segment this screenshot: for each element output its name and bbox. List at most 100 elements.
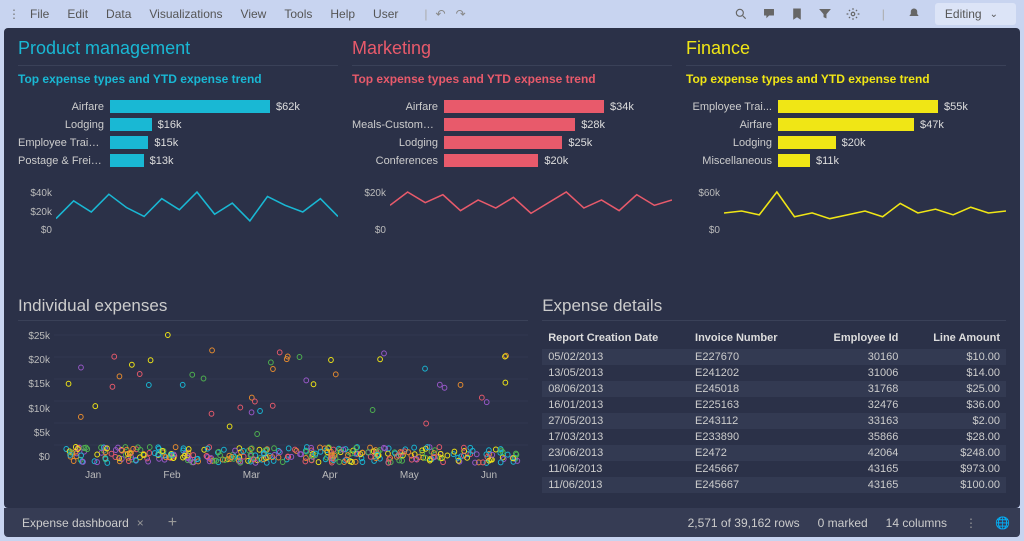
- cell-date: 05/02/2013: [548, 351, 695, 363]
- bar-label: Conferences: [352, 155, 444, 167]
- bar-row[interactable]: Lodging $20k: [686, 134, 1006, 151]
- col-invoice[interactable]: Invoice Number: [695, 332, 808, 344]
- cell-invoice: E245667: [695, 463, 808, 475]
- menu-data[interactable]: Data: [106, 7, 131, 21]
- cell-amount: $248.00: [898, 447, 1000, 459]
- globe-icon[interactable]: 🌐: [995, 516, 1010, 530]
- cell-employee: 30160: [808, 351, 898, 363]
- menu-help[interactable]: Help: [330, 7, 355, 21]
- bar-row[interactable]: Airfare $47k: [686, 116, 1006, 133]
- col-employee[interactable]: Employee Id: [808, 332, 898, 344]
- panel-subtitle: Top expense types and YTD expense trend: [18, 72, 338, 86]
- sparkline[interactable]: [390, 188, 672, 236]
- bar-fill: [110, 100, 270, 113]
- bar-fill: [778, 118, 914, 131]
- bar-fill: [778, 154, 810, 167]
- cell-invoice: E243112: [695, 415, 808, 427]
- col-amount[interactable]: Line Amount: [898, 332, 1000, 344]
- bar-label: Lodging: [686, 137, 778, 149]
- bar-row[interactable]: Airfare $34k: [352, 98, 672, 115]
- panel-title: Product management: [18, 38, 338, 59]
- bar-label: Lodging: [352, 137, 444, 149]
- table-row[interactable]: 16/01/2013 E225163 32476 $36.00: [542, 397, 1006, 413]
- table-row[interactable]: 23/06/2013 E2472 42064 $248.00: [542, 445, 1006, 461]
- cell-amount: $28.00: [898, 431, 1000, 443]
- bar-row[interactable]: Conferences $20k: [352, 152, 672, 169]
- dashboard: Product management Top expense types and…: [4, 28, 1020, 508]
- comment-icon[interactable]: [762, 7, 776, 21]
- bar-chart: Airfare $62k Lodging $16k Employee Train…: [18, 98, 338, 170]
- more-icon[interactable]: ⋮: [965, 516, 977, 530]
- menu-view[interactable]: View: [241, 7, 267, 21]
- cell-amount: $2.00: [898, 415, 1000, 427]
- bar-label: Postage & Freig...: [18, 155, 110, 167]
- menu-edit[interactable]: Edit: [67, 7, 88, 21]
- bar-label: Lodging: [18, 119, 110, 131]
- cell-date: 16/01/2013: [548, 399, 695, 411]
- bar-row[interactable]: Airfare $62k: [18, 98, 338, 115]
- cell-invoice: E227670: [695, 351, 808, 363]
- close-icon[interactable]: ×: [137, 516, 144, 530]
- bar-row[interactable]: Lodging $25k: [352, 134, 672, 151]
- bar-value: $55k: [944, 101, 968, 113]
- expense-table[interactable]: Report Creation Date Invoice Number Empl…: [542, 327, 1006, 493]
- cell-invoice: E225163: [695, 399, 808, 411]
- bar-row[interactable]: Employee Trai... $55k: [686, 98, 1006, 115]
- cell-employee: 32476: [808, 399, 898, 411]
- search-icon[interactable]: [734, 7, 748, 21]
- bar-row[interactable]: Lodging $16k: [18, 116, 338, 133]
- scatter-chart[interactable]: [54, 327, 528, 467]
- bar-label: Meals-Customer Pr...: [352, 119, 444, 131]
- divider: |: [882, 7, 885, 21]
- table-row[interactable]: 13/05/2013 E241202 31006 $14.00: [542, 365, 1006, 381]
- tab-label: Expense dashboard: [22, 516, 129, 530]
- panel-title: Finance: [686, 38, 1006, 59]
- gear-icon[interactable]: [846, 7, 860, 21]
- bell-icon[interactable]: [907, 7, 921, 21]
- cell-amount: $973.00: [898, 463, 1000, 475]
- cell-invoice: E2472: [695, 447, 808, 459]
- expense-details-panel: Expense details Report Creation Date Inv…: [542, 296, 1006, 496]
- dashboard-tab[interactable]: Expense dashboard ×: [14, 512, 152, 534]
- menu-file[interactable]: File: [30, 7, 49, 21]
- bar-label: Employee Trai...: [686, 101, 778, 113]
- bar-label: Airfare: [352, 101, 444, 113]
- table-row[interactable]: 17/03/2013 E233890 35866 $28.00: [542, 429, 1006, 445]
- editing-mode-dropdown[interactable]: Editing ⌄: [935, 3, 1016, 25]
- table-row[interactable]: 11/06/2013 E245667 43165 $100.00: [542, 477, 1006, 493]
- menu-handle-icon[interactable]: ⋮: [8, 7, 20, 21]
- bar-value: $25k: [568, 137, 592, 149]
- redo-icon[interactable]: ↷: [456, 7, 466, 21]
- add-tab-button[interactable]: +: [168, 514, 177, 532]
- sparkline[interactable]: [724, 188, 1006, 236]
- panel-product-management: Product management Top expense types and…: [18, 38, 338, 286]
- cell-date: 27/05/2013: [548, 415, 695, 427]
- cell-date: 11/06/2013: [548, 463, 695, 475]
- cell-date: 08/06/2013: [548, 383, 695, 395]
- col-report-date[interactable]: Report Creation Date: [548, 332, 695, 344]
- table-row[interactable]: 11/06/2013 E245667 43165 $973.00: [542, 461, 1006, 477]
- bar-row[interactable]: Employee Traini... $15k: [18, 134, 338, 151]
- menu-user[interactable]: User: [373, 7, 398, 21]
- bookmark-icon[interactable]: [790, 7, 804, 21]
- scatter-x-axis: JanFebMarAprMayJun: [54, 470, 528, 481]
- spark-y-axis: $40k$20k$0: [18, 188, 56, 236]
- filter-icon[interactable]: [818, 7, 832, 21]
- bar-row[interactable]: Postage & Freig... $13k: [18, 152, 338, 169]
- bar-fill: [444, 100, 604, 113]
- bar-row[interactable]: Meals-Customer Pr... $28k: [352, 116, 672, 133]
- bar-fill: [444, 118, 575, 131]
- menu-visualizations[interactable]: Visualizations: [149, 7, 222, 21]
- table-row[interactable]: 05/02/2013 E227670 30160 $10.00: [542, 349, 1006, 365]
- table-row[interactable]: 27/05/2013 E243112 33163 $2.00: [542, 413, 1006, 429]
- bar-label: Airfare: [18, 101, 110, 113]
- columns-count: 14 columns: [886, 516, 947, 530]
- sparkline[interactable]: [56, 188, 338, 236]
- table-row[interactable]: 08/06/2013 E245018 31768 $25.00: [542, 381, 1006, 397]
- cell-employee: 31006: [808, 367, 898, 379]
- cell-employee: 35866: [808, 431, 898, 443]
- menu-tools[interactable]: Tools: [284, 7, 312, 21]
- individual-expenses-title: Individual expenses: [18, 296, 528, 316]
- bar-row[interactable]: Miscellaneous $11k: [686, 152, 1006, 169]
- undo-icon[interactable]: ↶: [436, 7, 446, 21]
